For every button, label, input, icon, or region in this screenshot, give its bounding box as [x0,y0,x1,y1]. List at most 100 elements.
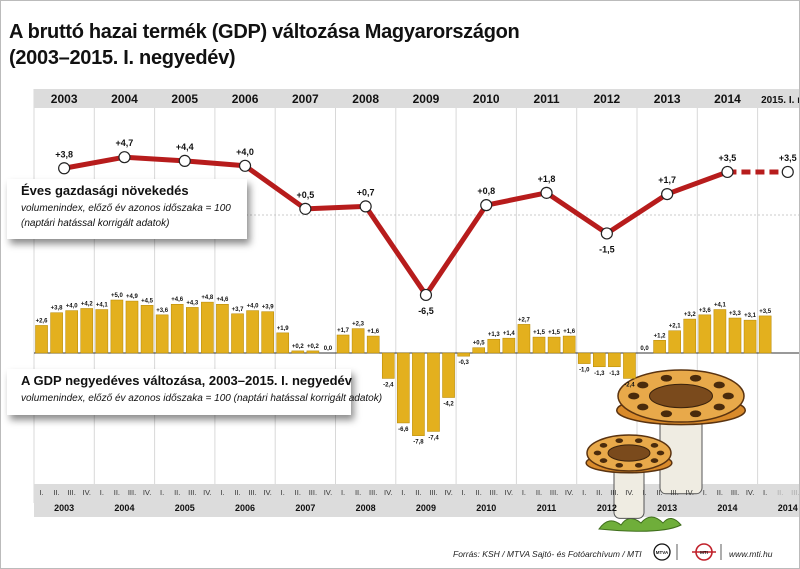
annual-year-label: 2006 [232,92,259,106]
quarterly-year-label: 2012 [597,503,617,513]
quarter-label: IV. [203,488,211,497]
annual-point [600,227,613,240]
quarter-label: IV. [324,488,332,497]
quarterly-bar [336,334,350,354]
quarterly-value-label: +4,3 [186,300,199,306]
quarter-label: II. [596,488,602,497]
quarterly-value-label: +1,3 [488,332,501,338]
annual-value-label: +3,8 [55,149,73,159]
annual-value-label: +0,5 [296,190,314,200]
quarterly-bar [125,300,139,354]
quarter-label: II. [777,488,783,497]
annual-point [58,162,71,175]
quarter-label: III. [248,488,256,497]
quarterly-year-label: 2007 [295,503,315,513]
quarterly-year-label: 2009 [416,503,436,513]
quarterly-bar [186,307,199,354]
annual-value-label: +0,7 [357,187,375,197]
quarterly-bar [366,335,380,354]
quarterly-bar [653,340,666,354]
quarter-label: II. [476,488,482,497]
quarterly-value-label: +2,3 [352,322,365,328]
annual-point [781,165,794,179]
mushroom-cap-hole [615,438,624,444]
annual-point [480,199,493,212]
quarterly-bar [35,325,48,354]
annual-year-label: 2010 [473,92,500,106]
quarter-label: IV. [444,488,452,497]
mushroom-cap-hole [650,443,659,448]
quarterly-value-label: +1,5 [533,330,546,336]
quarterly-value-label: +3,1 [744,313,757,319]
quarter-label: IV. [686,488,694,497]
quarter-label: IV. [625,488,633,497]
quarterly-bar [608,352,621,368]
quarterly-value-label: +0,2 [307,344,320,350]
annual-year-label: 2011 [534,92,560,106]
annual-value-label: +1,8 [538,174,556,184]
quarterly-bar [713,309,727,354]
quarterly-value-label: +1,5 [548,330,561,336]
annual-value-label: +0,8 [477,186,495,196]
quarter-label: III. [369,488,377,497]
annual-point [540,186,553,199]
quarterly-bar [683,318,697,354]
quarterly-year-label: 2011 [537,503,557,513]
annual-value-label: +4,0 [236,147,254,157]
quarterly-value-label: +0,2 [292,344,305,350]
quarterly-bar [758,315,772,354]
mtva-logo: MTVA [653,543,671,561]
mushroom-cap-hole [634,438,643,444]
mushroom-cap-hole [722,392,734,400]
annual-year-label: 2007 [292,92,319,106]
quarterly-value-label: +2,1 [669,324,682,330]
quarterly-bar [427,352,440,432]
quarterly-bar [623,352,636,379]
quarterly-value-label: +4,8 [201,295,214,301]
quarterly-value-label: +4,0 [247,304,260,310]
quarter-label: I. [462,488,466,497]
quarter-label: I. [763,488,767,497]
annual-point [178,154,191,167]
quarterly-year-label: 2013 [657,503,677,513]
annual-value-label: +1,7 [658,175,676,185]
quarterly-value-label: +5,0 [111,293,124,299]
quarterly-value-label: -4,2 [443,402,454,408]
site-link[interactable]: www.mti.hu [729,549,773,559]
quarterly-bar [80,308,94,354]
quarterly-value-label: +3,5 [759,309,772,315]
quarterly-bar [487,338,501,354]
quarter-label: IV. [565,488,573,497]
quarterly-value-label: -7,4 [428,435,439,441]
quarter-label: IV. [384,488,392,497]
quarterly-value-label: +4,2 [81,301,94,307]
quarterly-bar [698,314,712,354]
quarter-label: III. [550,488,558,497]
quarterly-value-label: 0,0 [640,346,649,352]
quarterly-value-label: +3,8 [51,306,64,312]
quarter-label: I. [582,488,586,497]
quarterly-bar [517,324,531,354]
mushroom-cap-hole [637,403,649,411]
quarterly-year-label: 2004 [114,503,134,513]
quarterly-bar [306,350,320,354]
quarterly-value-label: +4,6 [217,297,230,303]
quarterly-value-label: +4,6 [171,297,184,303]
quarterly-value-label: +1,4 [503,331,516,337]
quarter-label: I. [281,488,285,497]
quarterly-bar [50,312,63,354]
chart-subtitle: (2003–2015. I. negyedév) [9,47,236,69]
quarterly-bar [593,352,606,368]
mushroom-cap-hole [637,381,649,389]
quarterly-bar [728,317,742,354]
quarter-label: I. [220,488,224,497]
mushroom-cap-hole [634,462,643,468]
quarterly-bar [381,352,395,379]
quarterly-bar [231,313,244,354]
quarter-label: II. [295,488,301,497]
quarterly-bar [140,305,154,354]
quarterly-bar [457,352,470,357]
annual-year-label: 2015. I. n.é. [761,95,799,106]
quarter-label: II. [53,488,59,497]
quarter-label: III. [188,488,196,497]
